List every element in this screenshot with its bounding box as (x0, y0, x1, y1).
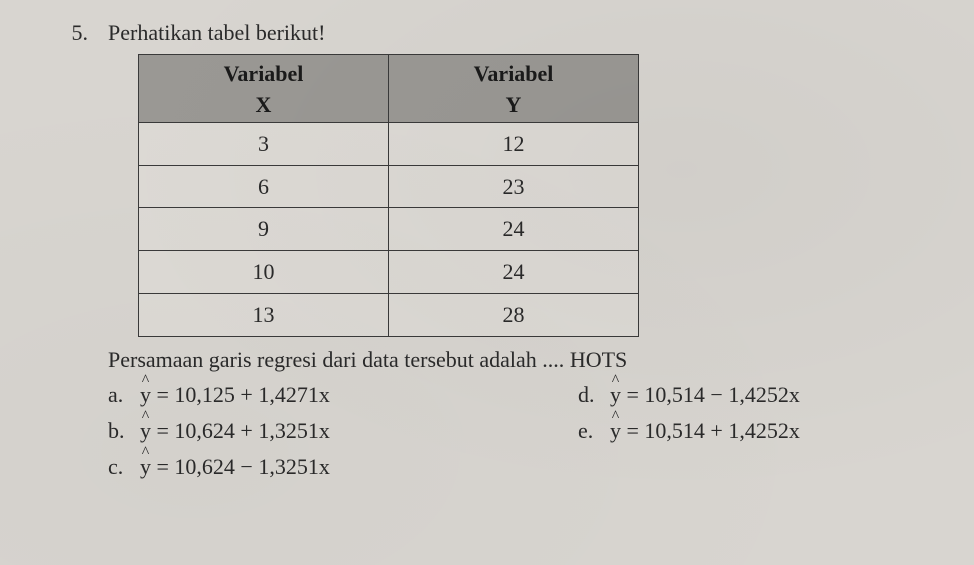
table-header-x-top: Variabel (224, 61, 304, 86)
option-d: d. y = 10,514 − 1,4252x (578, 380, 934, 410)
table-header-y: Variabel Y (389, 54, 639, 122)
option-eq-text: = 10,514 − 1,4252x (627, 382, 800, 407)
option-label: c. (108, 452, 130, 482)
cell-x: 10 (139, 251, 389, 294)
table-row: 13 28 (139, 293, 639, 336)
option-eq-text: = 10,624 − 1,3251x (157, 454, 330, 479)
cell-y: 24 (389, 251, 639, 294)
table-row: 3 12 (139, 123, 639, 166)
cell-y: 23 (389, 165, 639, 208)
option-label: e. (578, 416, 600, 446)
option-b: b. y = 10,624 + 1,3251x (108, 416, 538, 446)
hots-tag: HOTS (570, 347, 627, 372)
question-prompt: Perhatikan tabel berikut! (108, 18, 934, 48)
cell-y: 12 (389, 123, 639, 166)
table-row: 10 24 (139, 251, 639, 294)
option-equation: y = 10,125 + 1,4271x (140, 380, 330, 410)
option-label: a. (108, 380, 130, 410)
question-content: Perhatikan tabel berikut! Variabel X Var… (108, 18, 934, 481)
option-eq-text: = 10,514 + 1,4252x (627, 418, 800, 443)
option-e: e. y = 10,514 + 1,4252x (578, 416, 934, 446)
table-row: 9 24 (139, 208, 639, 251)
option-equation: y = 10,514 − 1,4252x (610, 380, 800, 410)
cell-y: 28 (389, 293, 639, 336)
option-c: c. y = 10,624 − 1,3251x (108, 452, 538, 482)
table-row: 6 23 (139, 165, 639, 208)
y-hat-icon: y (610, 416, 621, 446)
option-equation: y = 10,624 − 1,3251x (140, 452, 330, 482)
y-hat-icon: y (140, 452, 151, 482)
option-equation: y = 10,624 + 1,3251x (140, 416, 330, 446)
table-header-x: Variabel X (139, 54, 389, 122)
answer-options: a. y = 10,125 + 1,4271x d. y = 10,514 − … (108, 380, 934, 481)
option-eq-text: = 10,125 + 1,4271x (157, 382, 330, 407)
stem-text: Persamaan garis regresi dari data terseb… (108, 347, 570, 372)
cell-x: 13 (139, 293, 389, 336)
option-equation: y = 10,514 + 1,4252x (610, 416, 800, 446)
table-header-y-top: Variabel (474, 61, 554, 86)
cell-x: 3 (139, 123, 389, 166)
data-table: Variabel X Variabel Y 3 12 6 23 (138, 54, 639, 337)
option-label: d. (578, 380, 600, 410)
cell-y: 24 (389, 208, 639, 251)
option-a: a. y = 10,125 + 1,4271x (108, 380, 538, 410)
option-eq-text: = 10,624 + 1,3251x (157, 418, 330, 443)
table-header-x-sub: X (151, 90, 376, 120)
question-stem: Persamaan garis regresi dari data terseb… (108, 345, 934, 375)
question-number: 5. (60, 18, 88, 481)
option-label: b. (108, 416, 130, 446)
cell-x: 9 (139, 208, 389, 251)
cell-x: 6 (139, 165, 389, 208)
table-header-y-sub: Y (401, 90, 626, 120)
